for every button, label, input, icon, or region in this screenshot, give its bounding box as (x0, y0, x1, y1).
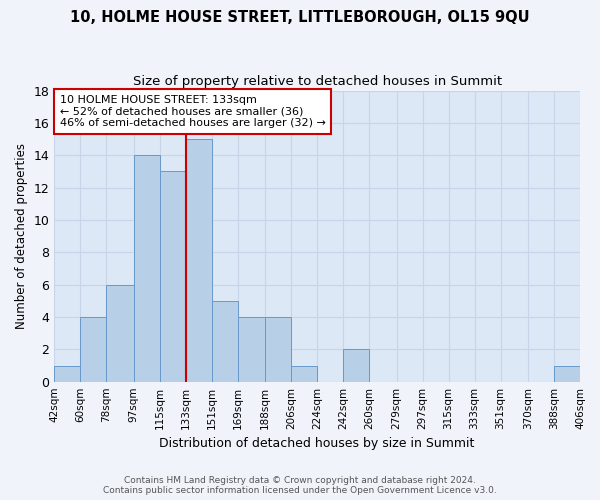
Bar (238, 317, 265, 382)
Bar (160, 172, 186, 382)
Bar (343, 350, 369, 382)
X-axis label: Distribution of detached houses by size in Summit: Distribution of detached houses by size … (160, 437, 475, 450)
Text: 10 HOLME HOUSE STREET: 133sqm
← 52% of detached houses are smaller (36)
46% of s: 10 HOLME HOUSE STREET: 133sqm ← 52% of d… (59, 95, 325, 128)
Bar (186, 139, 212, 382)
Bar (80, 317, 106, 382)
Bar (54, 366, 80, 382)
Bar (554, 366, 580, 382)
Bar (212, 301, 238, 382)
Bar (291, 366, 317, 382)
Text: Contains HM Land Registry data © Crown copyright and database right 2024.
Contai: Contains HM Land Registry data © Crown c… (103, 476, 497, 495)
Text: 10, HOLME HOUSE STREET, LITTLEBOROUGH, OL15 9QU: 10, HOLME HOUSE STREET, LITTLEBOROUGH, O… (70, 10, 530, 25)
Bar (265, 317, 291, 382)
Title: Size of property relative to detached houses in Summit: Size of property relative to detached ho… (133, 75, 502, 88)
Bar (134, 155, 160, 382)
Y-axis label: Number of detached properties: Number of detached properties (15, 143, 28, 329)
Bar (106, 284, 134, 382)
